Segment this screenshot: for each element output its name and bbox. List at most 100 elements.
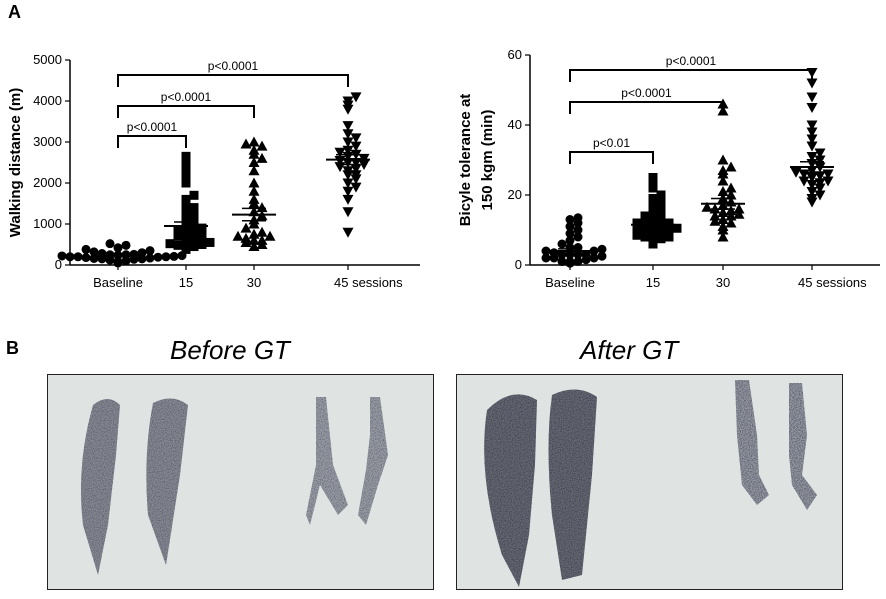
data-point [541,253,551,263]
panel-b-label: B [6,338,19,358]
x-tick-label: 15 [646,275,660,290]
data-point [248,136,260,147]
left-foot-outline-after [735,380,769,505]
data-point [717,175,729,186]
data-point [256,140,268,151]
x-tick-label: 15 [179,275,193,290]
data-point [557,250,567,259]
significance-label: p<0.0001 [208,59,259,73]
data-point [256,202,268,213]
data-point [814,178,826,189]
data-point [664,232,674,242]
data-point [725,189,737,200]
significance-bracket [117,74,349,87]
data-point [565,229,575,238]
data-point [121,240,131,250]
data-point [733,203,745,214]
data-point [240,222,252,233]
data-point [81,253,91,263]
data-point [189,242,199,252]
data-point [648,183,658,193]
data-point [656,190,666,200]
data-point [822,169,834,180]
data-point [342,145,354,156]
data-point [240,138,252,149]
data-point [725,205,737,216]
data-point [181,170,191,180]
data-point [632,218,642,228]
data-point [541,246,551,256]
data-point [806,141,818,152]
data-point [725,210,737,221]
data-point [717,214,729,224]
data-point [137,254,147,264]
data-point [181,194,191,204]
data-point [57,251,67,261]
y-axis-label: Bicyle tolerance at [457,94,474,227]
data-point [181,162,191,172]
data-point [89,247,99,257]
data-point [709,215,721,226]
data-point [181,215,191,225]
data-point [256,226,268,237]
data-point [350,141,362,152]
data-point [153,252,163,262]
data-point [97,249,107,259]
data-point [640,211,650,221]
data-point [717,165,729,175]
charts-canvas: 0 1000 2000 3000 4000 5000 Walking distance (m… [7,47,880,290]
data-point [717,231,729,242]
data-point [342,194,354,205]
data-point [725,161,737,172]
significance-bracket [569,69,813,82]
data-point [342,178,354,189]
y-axis-label: 150 kgm (min) [479,110,496,211]
data-point [814,183,826,194]
data-point [573,232,583,242]
data-point [113,257,123,267]
data-point [806,187,818,197]
data-point [814,171,826,182]
data-point [717,186,729,196]
data-point [248,165,260,176]
data-point [648,236,658,245]
data-point [334,155,346,166]
footprint-after-image [457,375,842,589]
data-point [358,160,370,171]
significance-bracket [569,101,724,114]
data-point [573,225,583,235]
data-point [648,194,658,203]
data-point [822,176,834,187]
data-point [725,217,737,228]
data-point [350,133,362,144]
data-point [806,173,818,183]
data-point [717,154,729,165]
data-point [725,182,737,193]
data-point [205,237,215,247]
data-point [350,182,362,193]
data-point [181,243,191,253]
significance-label: p<0.0001 [621,86,672,100]
data-point [165,239,175,249]
data-point [189,233,199,243]
data-point [181,207,191,217]
data-point [733,208,745,219]
data-point [798,176,810,187]
significance-label: p<0.01 [593,136,630,150]
data-point [589,253,599,263]
data-point [197,223,207,233]
data-point [565,236,575,245]
data-point [248,193,260,204]
significance-bracket [117,105,255,118]
data-point [589,246,599,256]
data-point [717,221,729,231]
left-footprint-after [484,394,537,587]
data-point [161,252,171,262]
data-point [648,173,658,182]
data-point [790,167,802,178]
data-point [181,235,191,245]
data-point [656,197,666,207]
y-tick-label: 4000 [33,93,62,108]
data-point [640,227,650,237]
data-point [565,243,575,252]
